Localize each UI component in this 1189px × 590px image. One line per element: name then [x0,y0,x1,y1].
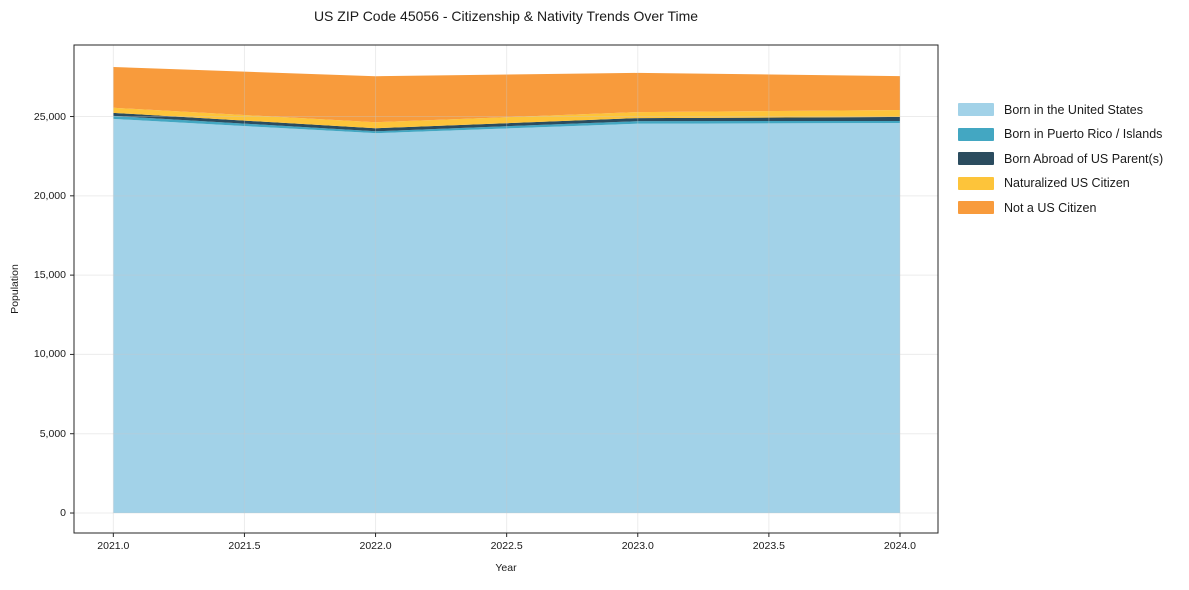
plot-spines [73,44,939,534]
x-tick-label: 2024.0 [883,540,917,552]
y-tick-label: 20,000 [33,189,66,202]
legend-swatch [958,103,994,116]
legend-item: Born Abroad of US Parent(s) [958,151,1164,166]
x-tick-label: 2023.0 [621,540,654,552]
legend-label: Born in Puerto Rico / Islands [1004,127,1163,142]
legend-swatch [958,127,994,141]
legend-item: Born in Puerto Rico / Islands [958,127,1163,142]
x-tick-label: 2022.5 [490,540,523,552]
legend-label: Born in the United States [1004,102,1143,117]
legend-label: Naturalized US Citizen [1004,176,1130,191]
legend-label: Born Abroad of US Parent(s) [1004,151,1164,166]
y-tick-label: 15,000 [33,269,66,282]
area-series-1 [113,115,900,134]
legend-label: Not a US Citizen [1004,200,1097,215]
legend-swatch [958,152,994,166]
legend-swatch [958,201,994,215]
legend: Born in the United States Born in Puerto … [958,103,1163,226]
legend-item: Born in the United States [958,102,1163,117]
chart-title: US ZIP Code 45056 - Citizenship & Nativi… [313,8,699,24]
y-tick-label: 0 [60,507,66,520]
legend-swatch [958,176,994,190]
x-axis-label: Year [495,562,517,574]
area-series-3 [113,107,900,129]
x-tick-label: 2023.5 [752,540,785,552]
area-series-0 [113,118,900,514]
area-series-2 [113,112,900,132]
y-tick-label: 5,000 [39,427,66,440]
y-tick-label: 25,000 [33,110,66,123]
y-tick-label: 10,000 [33,348,66,361]
x-tick-label: 2021.0 [97,540,130,552]
legend-item: Not a US Citizen [958,200,1163,215]
legend-item: Naturalized US Citizen [958,176,1163,191]
area-series-4 [113,67,900,123]
x-tick-label: 2022.0 [359,540,392,552]
x-tick-label: 2021.5 [228,540,261,552]
